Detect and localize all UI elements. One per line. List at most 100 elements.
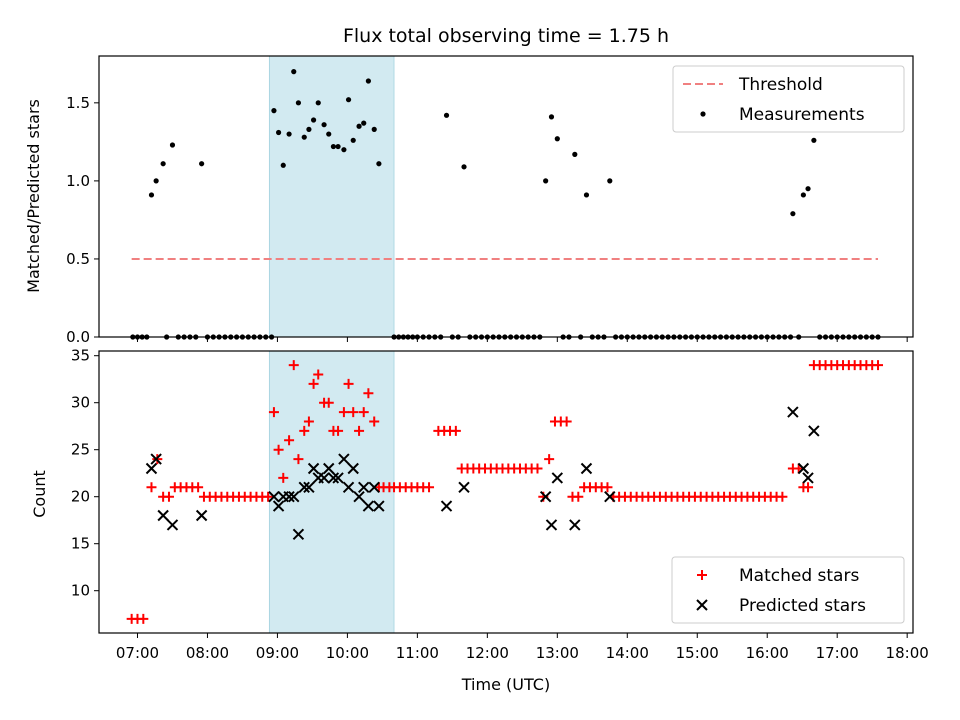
- data-point: [353, 490, 365, 503]
- data-point: [308, 378, 319, 389]
- y-tick-label: 25: [71, 441, 90, 459]
- data-point: [295, 100, 302, 106]
- y-tick-label: 20: [71, 488, 90, 506]
- bottom-series-matched-stars: [126, 360, 884, 624]
- data-point: [873, 360, 884, 371]
- y-tick-label: 35: [71, 347, 90, 365]
- legend-label: Predicted stars: [739, 596, 866, 616]
- x-tick-label: 14:00: [606, 644, 649, 662]
- data-point: [268, 407, 279, 418]
- data-point: [805, 186, 811, 192]
- data-point: [310, 117, 317, 123]
- data-point: [361, 120, 367, 126]
- data-point: [327, 472, 340, 484]
- data-point: [342, 481, 355, 494]
- legend-label: Measurements: [739, 105, 865, 125]
- bottom-axes-frame: [98, 350, 914, 634]
- data-point: [291, 69, 297, 75]
- data-point: [551, 472, 564, 484]
- data-point: [800, 192, 806, 198]
- data-point: [532, 463, 543, 474]
- data-point: [193, 482, 204, 493]
- data-point: [321, 122, 327, 128]
- data-point: [150, 453, 162, 465]
- data-point: [326, 131, 332, 137]
- data-point: [263, 491, 274, 502]
- data-point: [338, 453, 350, 465]
- top-legend: Threshold Measurements: [672, 65, 905, 133]
- data-point: [338, 407, 349, 418]
- data-point: [356, 123, 362, 129]
- data-point: [544, 454, 555, 465]
- data-point: [545, 519, 558, 531]
- data-point: [169, 142, 176, 148]
- x-tick-label: 17:00: [816, 644, 859, 662]
- y-tick-label: 10: [71, 582, 90, 600]
- x-tick-label: 15:00: [676, 644, 719, 662]
- data-point: [146, 482, 157, 493]
- data-point: [345, 97, 352, 103]
- data-point: [298, 481, 310, 494]
- data-point: [341, 147, 347, 153]
- data-point: [797, 462, 810, 475]
- data-point: [272, 500, 285, 512]
- data-point: [301, 134, 307, 140]
- data-point: [458, 481, 470, 494]
- data-point: [373, 500, 385, 512]
- bottom-legend: Matched stars Predicted stars: [671, 556, 905, 624]
- data-point: [313, 369, 324, 380]
- data-point: [343, 378, 354, 389]
- legend-label: Matched stars: [739, 566, 859, 586]
- data-point: [323, 462, 335, 475]
- data-point: [153, 178, 159, 184]
- data-point: [583, 192, 590, 198]
- data-point: [811, 137, 817, 143]
- data-point: [303, 416, 314, 427]
- data-point: [293, 454, 304, 465]
- y-tick-label: 15: [71, 535, 90, 553]
- data-point: [283, 490, 295, 503]
- data-point: [539, 490, 552, 503]
- top-y-axis-label: Matched/Predicted stars: [24, 99, 43, 293]
- x-axis-label: Time (UTC): [461, 675, 550, 694]
- data-point: [808, 425, 820, 437]
- top-shaded-interval: [268, 55, 395, 338]
- x-tick-label: 11:00: [396, 644, 439, 662]
- data-point: [307, 462, 320, 475]
- data-point: [157, 509, 169, 522]
- bottom-plot-area: 10 15 20 25 30 35 07:00 08:00 09:00 10:00 11:00 12:…: [71, 347, 929, 662]
- x-tick-label: 10:00: [326, 644, 369, 662]
- data-point: [145, 462, 158, 475]
- data-point: [163, 491, 174, 502]
- legend-marker: [696, 599, 708, 611]
- bottom-y-axis-label: Count: [30, 470, 49, 518]
- x-tick-label: 08:00: [186, 644, 229, 662]
- data-point: [368, 481, 380, 494]
- chart-title: Flux total observing time = 1.75 h: [343, 25, 669, 47]
- legend-box: [672, 65, 905, 133]
- x-tick-label: 09:00: [256, 644, 299, 662]
- legend-marker: [700, 111, 706, 117]
- data-point: [286, 131, 292, 137]
- data-point: [602, 482, 613, 493]
- data-point: [350, 137, 356, 143]
- y-tick-label: 30: [71, 394, 90, 412]
- data-point: [288, 360, 299, 371]
- y-tick-label: 0.5: [66, 250, 90, 268]
- data-point: [371, 126, 377, 132]
- data-point: [554, 136, 560, 142]
- data-point: [572, 151, 578, 157]
- data-point: [358, 481, 370, 494]
- data-point: [288, 490, 300, 503]
- data-point: [271, 108, 277, 114]
- data-point: [278, 472, 289, 483]
- data-point: [607, 178, 613, 184]
- data-point: [333, 425, 344, 436]
- data-point: [335, 143, 341, 150]
- data-point: [569, 519, 581, 531]
- x-tick-label: 13:00: [536, 644, 579, 662]
- data-point: [358, 407, 369, 418]
- data-point: [306, 126, 312, 132]
- data-point: [362, 500, 375, 512]
